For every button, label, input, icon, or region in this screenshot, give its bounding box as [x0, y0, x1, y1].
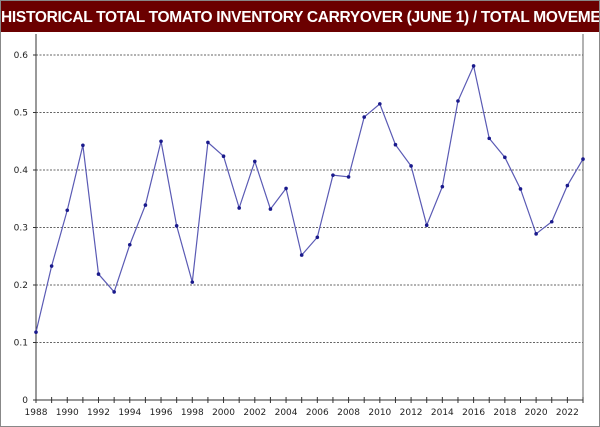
x-tick-label: 1988: [25, 408, 48, 418]
x-tick-label: 2022: [556, 408, 579, 418]
data-point: [268, 207, 273, 211]
x-tick-label: 1992: [87, 408, 110, 418]
data-point: [565, 183, 570, 188]
data-point: [346, 175, 351, 179]
y-tick-label: 0.4: [14, 166, 29, 176]
x-tick-label: 2018: [493, 408, 516, 418]
data-point: [253, 159, 257, 164]
data-point: [503, 155, 507, 160]
data-point: [206, 140, 210, 145]
data-point: [331, 173, 335, 177]
data-point: [237, 206, 241, 210]
y-tick-label: 0: [22, 396, 28, 406]
data-point: [393, 142, 398, 147]
x-tick-label: 1998: [181, 408, 204, 418]
data-point: [362, 115, 367, 119]
data-point: [581, 157, 585, 161]
data-point: [174, 223, 179, 228]
x-tick-label: 2008: [337, 408, 360, 418]
data-point: [96, 272, 101, 276]
data-point: [81, 143, 85, 148]
data-point: [112, 290, 116, 294]
data-point: [534, 232, 538, 236]
x-tick-label: 2016: [462, 408, 485, 418]
data-point: [159, 139, 163, 144]
x-tick-label: 2000: [212, 408, 235, 418]
data-point: [143, 203, 148, 207]
data-point: [190, 280, 195, 284]
x-tick-label: 2010: [368, 408, 391, 418]
x-tick-label: 2006: [306, 408, 329, 418]
x-tick-label: 2020: [525, 408, 548, 418]
series-line: [35, 64, 584, 333]
x-tick-label: 2002: [243, 408, 266, 418]
x-tick-label: 1996: [150, 408, 173, 418]
data-point: [409, 164, 413, 168]
x-tick-label: 2014: [431, 408, 454, 418]
data-point: [471, 64, 476, 68]
data-point: [315, 235, 320, 240]
data-point: [456, 99, 460, 103]
y-tick-label: 0.5: [14, 109, 28, 119]
y-tick-label: 0.1: [14, 339, 28, 349]
x-tick-label: 1990: [56, 408, 79, 418]
data-point: [378, 102, 382, 106]
y-tick-label: 0.6: [14, 51, 29, 61]
chart-title: HISTORICAL TOTAL TOMATO INVENTORY CARRYO…: [1, 1, 599, 32]
data-point: [440, 184, 445, 189]
data-point: [549, 219, 554, 224]
data-point: [284, 186, 288, 191]
x-tick-label: 1994: [118, 408, 141, 418]
y-tick-label: 0.3: [14, 224, 28, 234]
x-tick-label: 2012: [400, 408, 423, 418]
data-point: [518, 187, 523, 191]
x-tick-label: 2004: [275, 408, 298, 418]
data-point: [424, 223, 429, 227]
data-point: [487, 136, 492, 141]
data-point: [299, 253, 304, 257]
data-point: [65, 208, 70, 213]
data-point: [221, 154, 226, 158]
y-tick-label: 0.2: [14, 281, 28, 291]
data-point: [49, 264, 54, 268]
data-point: [127, 242, 132, 247]
data-point: [34, 330, 38, 334]
